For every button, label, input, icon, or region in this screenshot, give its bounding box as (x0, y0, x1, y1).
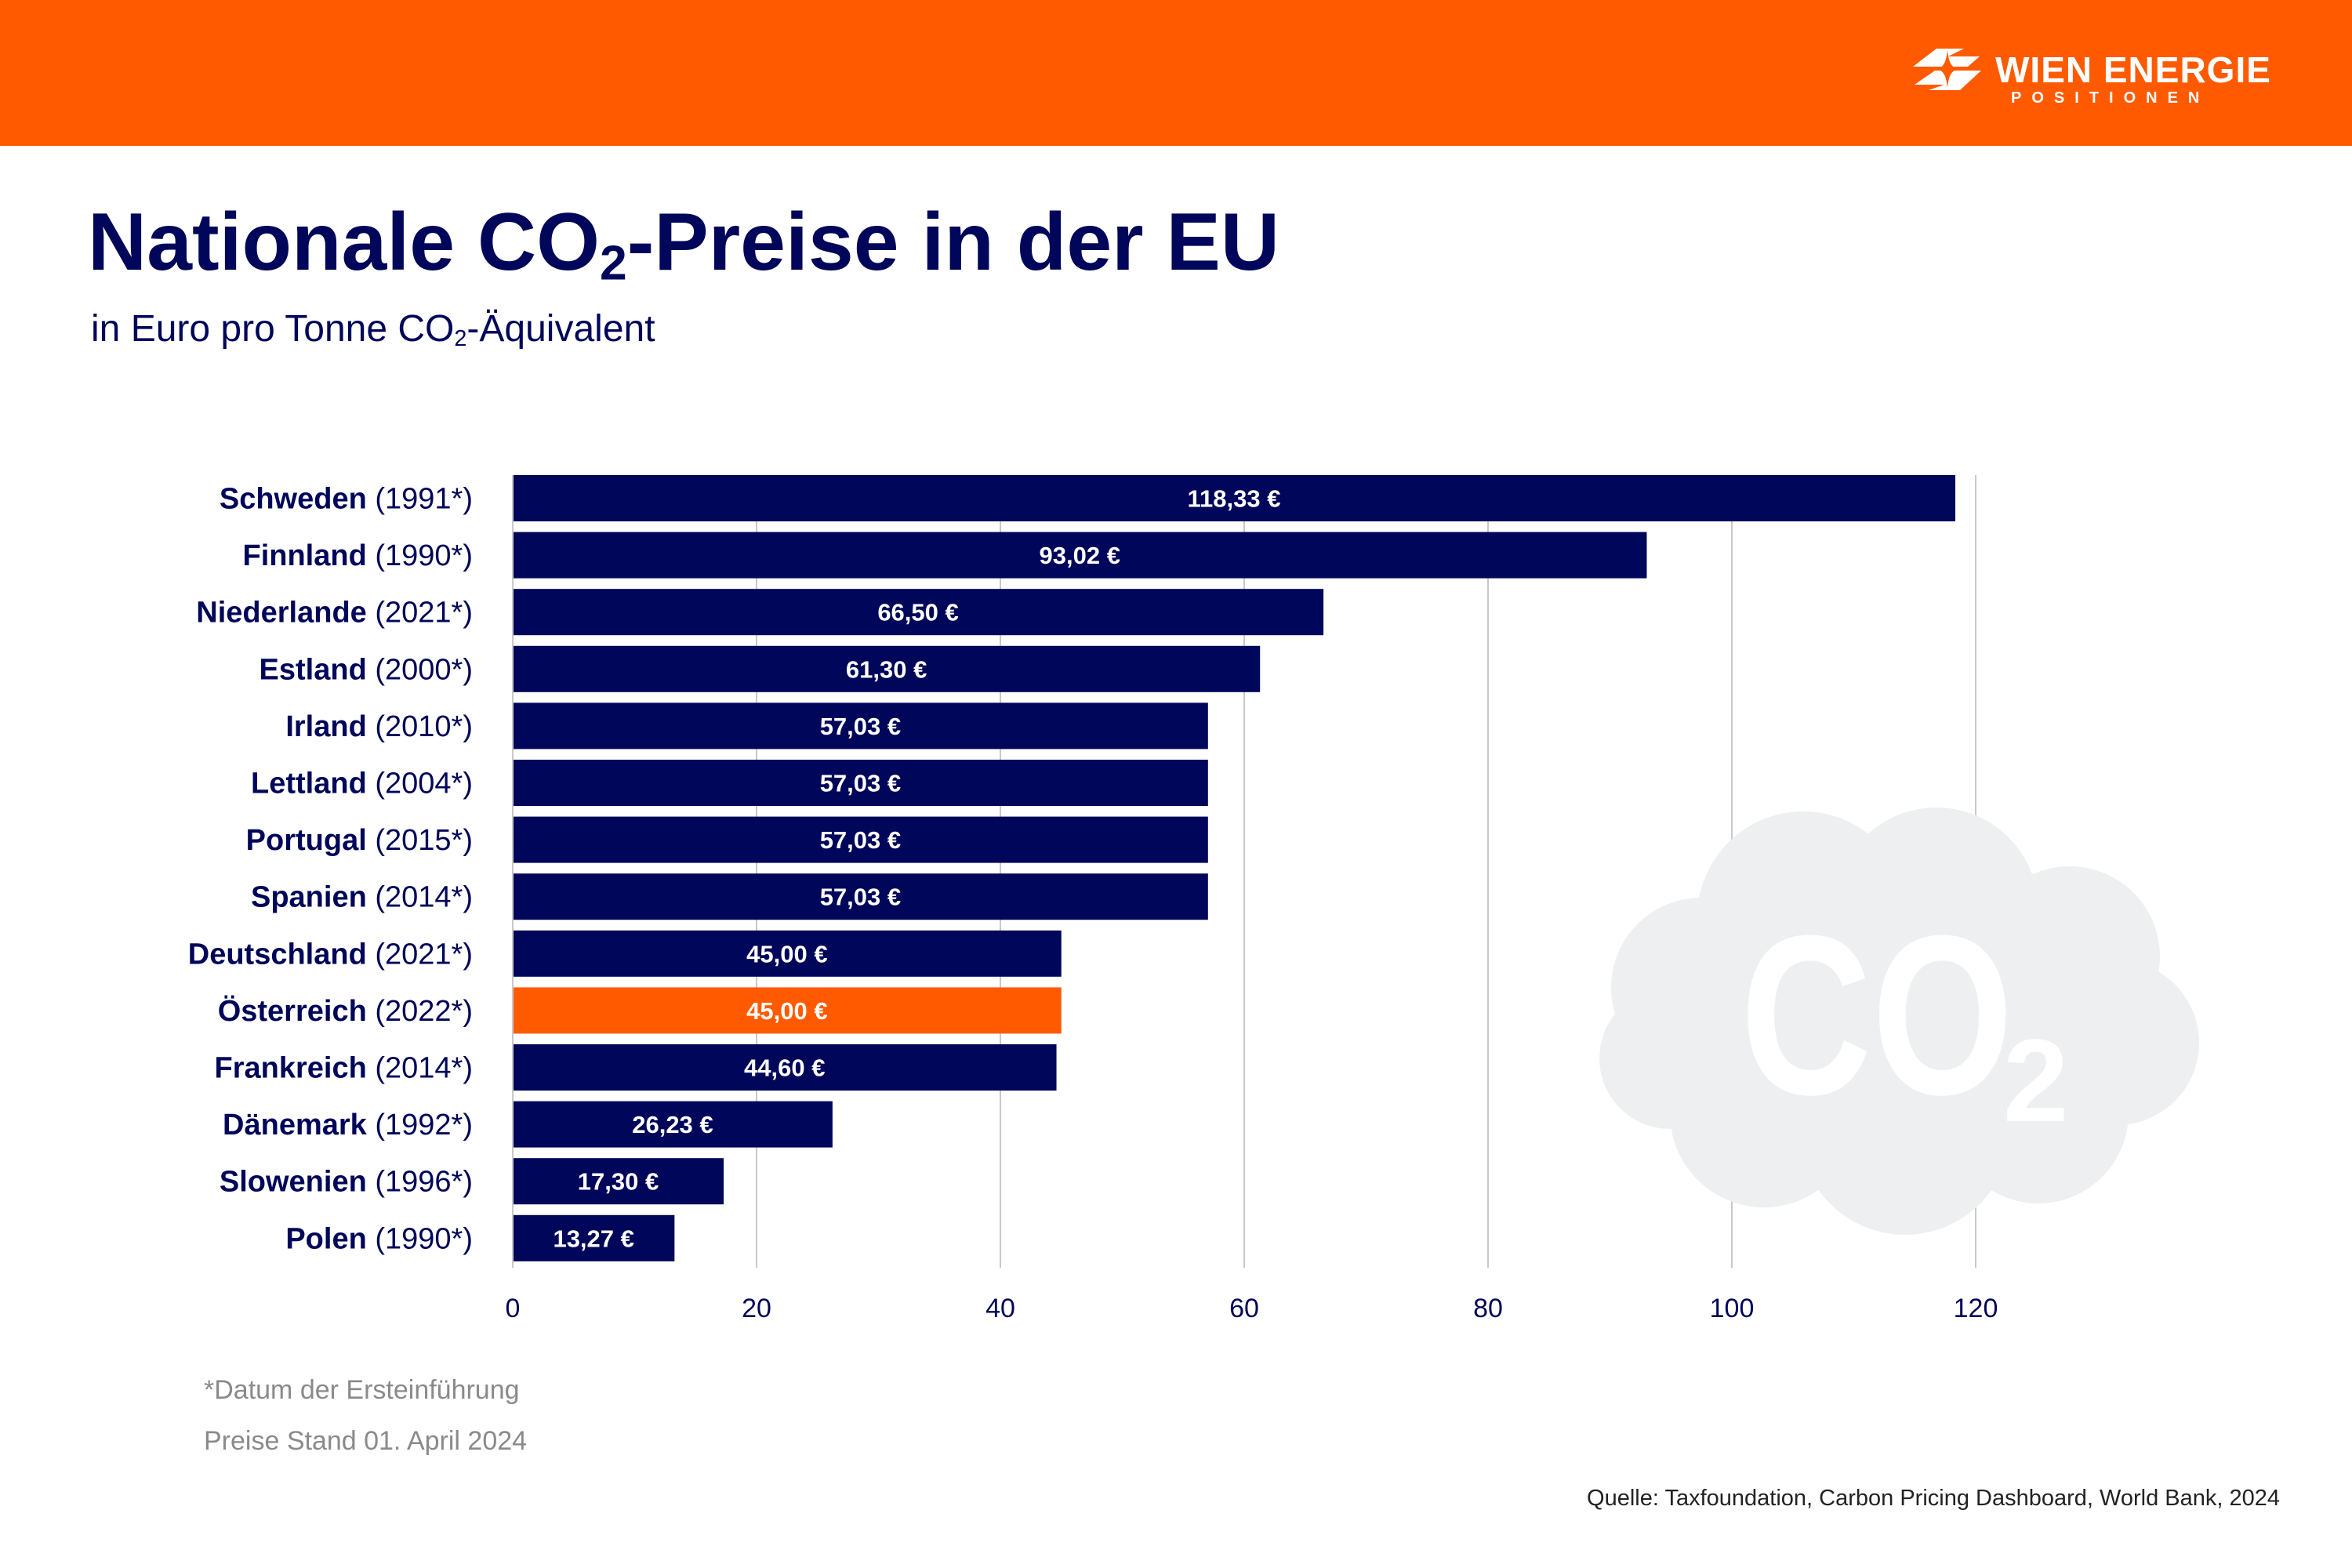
bar-spanien (513, 873, 1208, 920)
bar-finnland (513, 532, 1647, 579)
country-name: Niederlande (196, 597, 375, 630)
bar-value-label: 57,03 € (820, 713, 901, 740)
bar-value-label: 44,60 € (744, 1054, 825, 1082)
bar-value-label: 13,27 € (553, 1225, 633, 1252)
bar-frankreich (513, 1044, 1057, 1091)
x-tick-label: 120 (1954, 1294, 1998, 1323)
category-label: Deutschland (2021*) (188, 938, 473, 971)
category-label: Polen (1990*) (285, 1222, 473, 1255)
bar-value-label: 17,30 € (578, 1168, 659, 1196)
category-label: Irland (2010*) (285, 710, 473, 743)
bar-value-label: 57,03 € (820, 770, 901, 797)
intro-year: (1996*) (375, 1166, 473, 1199)
intro-year: (1991*) (375, 483, 473, 516)
co2-cloud-icon (1599, 808, 2199, 1235)
category-label: Dänemark (1992*) (223, 1109, 473, 1142)
country-name: Spanien (251, 881, 375, 914)
x-tick-label: 80 (1473, 1294, 1503, 1323)
country-name: Irland (285, 710, 375, 743)
intro-year: (1992*) (375, 1109, 473, 1142)
category-label: Schweden (1991*) (220, 483, 473, 516)
wien-energie-logo: WIEN ENERGIE POSITIONEN (1913, 49, 2274, 111)
page-subtitle: in Euro pro Tonne CO2-Äquivalent (91, 308, 655, 351)
category-label: Lettland (2004*) (251, 768, 473, 800)
x-tick-label: 40 (985, 1294, 1015, 1323)
country-name: Estland (260, 653, 376, 686)
bar-value-label: 57,03 € (820, 826, 901, 854)
category-label: Spanien (2014*) (251, 881, 473, 914)
bar-value-label: 66,50 € (877, 599, 958, 626)
x-tick-label: 20 (742, 1294, 771, 1323)
bar-estland (513, 645, 1261, 692)
bar-value-label: 93,02 € (1040, 542, 1120, 569)
country-name: Österreich (218, 994, 376, 1028)
country-name: Portugal (246, 824, 376, 857)
bar-österreich (513, 987, 1062, 1034)
bar-irland (513, 702, 1208, 750)
bar-value-label: 61,30 € (846, 655, 927, 683)
category-label: Slowenien (1996*) (220, 1166, 473, 1199)
footnote-prices: Preise Stand 01. April 2024 (204, 1426, 528, 1456)
cloud-part (1725, 862, 2038, 1176)
country-name: Frankreich (214, 1052, 375, 1085)
bar-value-label: 118,33 € (1188, 485, 1281, 513)
intro-year: (2022*) (375, 995, 473, 1028)
x-tick-label: 60 (1229, 1294, 1259, 1323)
country-name: Deutschland (188, 938, 376, 971)
intro-year: (2000*) (375, 653, 473, 686)
intro-year: (2021*) (375, 597, 473, 630)
bar-value-label: 26,23 € (632, 1111, 713, 1138)
country-name: Schweden (220, 483, 376, 516)
bar-portugal (513, 816, 1208, 863)
category-label: Österreich (2022*) (218, 994, 473, 1028)
co2-cloud-text: CO (1740, 887, 2013, 1142)
intro-year: (1990*) (375, 539, 473, 572)
country-name: Polen (285, 1222, 375, 1255)
bar-schweden (513, 475, 1956, 521)
bar-slowenien (513, 1158, 724, 1205)
country-name: Finnland (242, 539, 375, 572)
intro-year: (1990*) (375, 1222, 473, 1255)
page-title: Nationale CO2-Preise in der EU (88, 197, 1280, 291)
bar-niederlande (513, 589, 1324, 636)
bar-value-label: 45,00 € (746, 940, 827, 967)
bar-lettland (513, 760, 1208, 806)
intro-year: (2014*) (375, 1052, 473, 1085)
country-name: Slowenien (220, 1166, 375, 1199)
intro-year: (2004*) (375, 768, 473, 800)
logo-subtext: POSITIONEN (2011, 89, 2210, 107)
logo-mark-icon (1913, 49, 1981, 90)
intro-year: (2014*) (375, 881, 473, 914)
footnote-date: *Datum der Ersteinführung (204, 1375, 520, 1405)
cloud-part (1599, 988, 1740, 1129)
x-tick-label: 100 (1710, 1294, 1755, 1323)
bar-polen (513, 1214, 675, 1261)
header-bar: WIEN ENERGIE POSITIONEN (0, 0, 2352, 146)
category-label: Portugal (2015*) (246, 824, 473, 857)
country-name: Lettland (251, 768, 375, 800)
co2-cloud-subscript: 2 (2003, 1014, 2068, 1146)
bar-value-label: 57,03 € (820, 884, 901, 911)
category-label: Niederlande (2021*) (196, 597, 473, 630)
bar-dänemark (513, 1101, 833, 1148)
intro-year: (2010*) (375, 710, 473, 743)
category-label: Estland (2000*) (260, 653, 473, 686)
intro-year: (2015*) (375, 824, 473, 857)
source-note: Quelle: Taxfoundation, Carbon Pricing Da… (1587, 1486, 2280, 1511)
intro-year: (2021*) (375, 938, 473, 971)
bar-deutschland (513, 930, 1062, 977)
logo-text: WIEN ENERGIE (1995, 49, 2271, 90)
category-label: Finnland (1990*) (242, 539, 473, 572)
bar-value-label: 45,00 € (746, 997, 827, 1025)
country-name: Dänemark (223, 1109, 375, 1142)
category-label: Frankreich (2014*) (214, 1052, 473, 1085)
x-tick-label: 0 (506, 1294, 521, 1323)
